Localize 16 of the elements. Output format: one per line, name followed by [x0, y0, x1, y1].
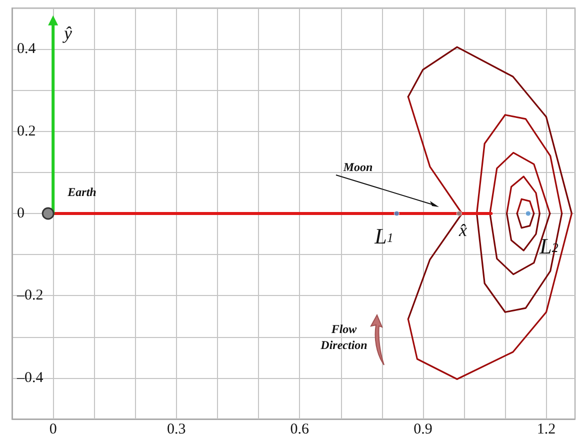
- annotation: Earth: [66, 185, 97, 199]
- y-tick-label: 0.4: [17, 41, 36, 58]
- x-tick-label: 0.9: [414, 422, 432, 438]
- x-tick-label: 0.3: [167, 422, 186, 438]
- x-tick-label: 0: [49, 422, 57, 438]
- x-tick-label: 0.6: [290, 422, 310, 438]
- annotation: x̂: [458, 220, 467, 240]
- y-tick-label: –0.2: [16, 288, 44, 304]
- y-tick-label: –0.4: [16, 370, 44, 386]
- x-tick-label: 1.2: [536, 422, 556, 438]
- y-tick-label: 0.2: [17, 123, 36, 140]
- annotation: ŷ: [62, 23, 72, 43]
- annotation: Flow Direction: [320, 322, 368, 352]
- annotation: L1: [374, 224, 394, 248]
- y-tick-label: 0: [17, 206, 24, 222]
- annotation: Moon: [342, 160, 373, 174]
